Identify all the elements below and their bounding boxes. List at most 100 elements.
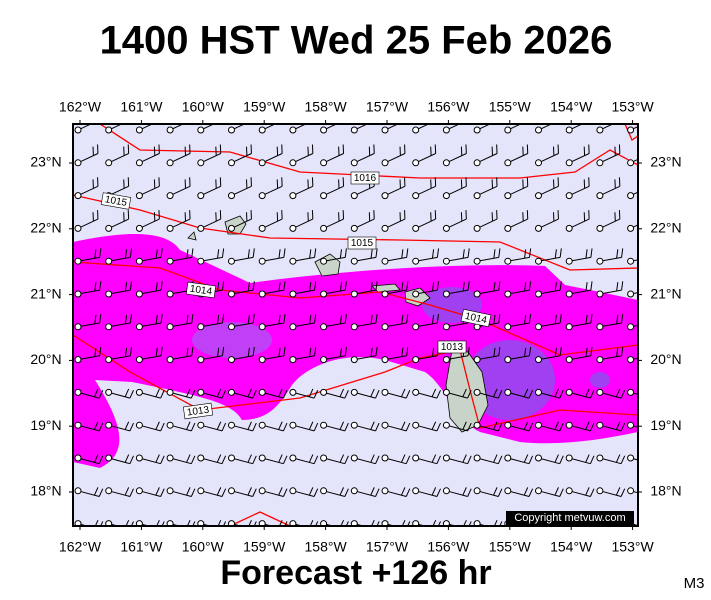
wind-barb: [473, 421, 503, 432]
barb-feather: [314, 281, 317, 291]
barb-staff: [231, 355, 254, 361]
wind-barb: [74, 346, 102, 364]
barb-station: [228, 421, 235, 429]
barb-station: [535, 421, 542, 429]
wind-barb: [627, 421, 638, 429]
barb-staff: [108, 523, 120, 526]
barb-feather: [467, 422, 472, 432]
barb-station: [258, 520, 266, 526]
wind-barb: [535, 210, 559, 232]
barb-station: [74, 388, 82, 396]
isobar-label-group: 1015: [347, 236, 377, 250]
barb-staff: [507, 391, 530, 399]
barb-station: [258, 388, 266, 396]
barb-station: [535, 224, 542, 232]
barb-feather: [616, 347, 619, 357]
wind-barb: [504, 210, 529, 232]
barb-station: [473, 520, 481, 526]
wind-barb: [535, 144, 559, 167]
barb-station: [596, 421, 604, 429]
barb-station: [565, 159, 573, 167]
barb-station: [442, 323, 450, 331]
barb-feather: [406, 281, 409, 291]
barb-station: [289, 192, 297, 200]
barb-feather: [190, 422, 196, 432]
barb-station: [412, 388, 420, 396]
barb-feather: [129, 422, 134, 432]
isobar-label-box: [185, 281, 217, 299]
barb-station: [258, 192, 266, 200]
barb-feather: [493, 454, 498, 463]
barb-staff: [139, 490, 161, 497]
barb-staff: [476, 153, 498, 164]
barb-feather: [282, 455, 288, 464]
barb-feather: [278, 454, 283, 463]
barb-feather: [590, 314, 593, 324]
barb-station: [258, 421, 266, 429]
barb-staff: [354, 218, 375, 229]
barb-staff: [569, 322, 591, 328]
barb-feather: [252, 314, 255, 324]
barb-feather: [370, 454, 375, 463]
wind-barb: [135, 519, 165, 526]
barb-feather: [217, 282, 220, 292]
barb-station: [535, 192, 542, 200]
barb-station: [135, 421, 143, 429]
barb-feather: [216, 454, 222, 463]
wind-barb: [228, 248, 255, 265]
barb-station: [228, 192, 235, 200]
barb-staff: [200, 153, 221, 164]
barb-feather: [528, 346, 532, 356]
barb-staff: [630, 391, 638, 395]
barb-feather: [344, 346, 347, 356]
barb-station: [412, 487, 420, 495]
wind-barb: [258, 346, 286, 364]
barb-staff: [538, 490, 560, 497]
wind-barb: [74, 421, 104, 432]
barb-feather: [493, 314, 496, 324]
barb-staff: [262, 523, 274, 526]
barb-feather: [186, 519, 191, 526]
barb-station: [473, 454, 481, 462]
barb-station: [565, 421, 573, 429]
barb-station: [228, 356, 235, 364]
barb-feather: [186, 487, 191, 496]
wind-barb: [381, 346, 409, 364]
barb-station: [258, 257, 266, 265]
lon-label-bottom: 156°W: [427, 539, 470, 555]
barb-feather: [431, 249, 435, 259]
barb-staff: [538, 355, 561, 361]
barb-feather: [125, 519, 130, 526]
barb-staff: [231, 185, 252, 197]
barb-staff: [292, 124, 307, 131]
wind-barb: [228, 346, 255, 364]
wind-barb: [197, 248, 225, 265]
wind-barb: [442, 346, 470, 364]
barb-station: [74, 520, 82, 526]
wind-barb: [197, 388, 227, 399]
wind-barb: [228, 124, 246, 134]
barb-staff: [262, 256, 284, 262]
barb-feather: [252, 455, 257, 464]
wind-barb: [381, 388, 411, 399]
barb-feather: [278, 487, 283, 496]
barb-staff: [139, 185, 160, 197]
barb-feather: [621, 346, 624, 356]
barb-feather: [528, 422, 534, 432]
barb-feather: [221, 281, 225, 291]
barb-station: [473, 421, 481, 429]
wind-barb: [596, 314, 624, 331]
barb-station: [442, 126, 450, 134]
barb-feather: [160, 422, 165, 432]
barb-staff: [292, 256, 315, 262]
wind-barb: [105, 281, 133, 298]
barb-staff: [507, 153, 528, 164]
barb-feather: [523, 454, 529, 463]
barb-staff: [139, 289, 162, 295]
wind-barb: [135, 210, 160, 232]
barb-staff: [630, 490, 638, 494]
barb-station: [228, 224, 235, 232]
barb-station: [596, 454, 604, 462]
barb-station: [381, 323, 389, 331]
